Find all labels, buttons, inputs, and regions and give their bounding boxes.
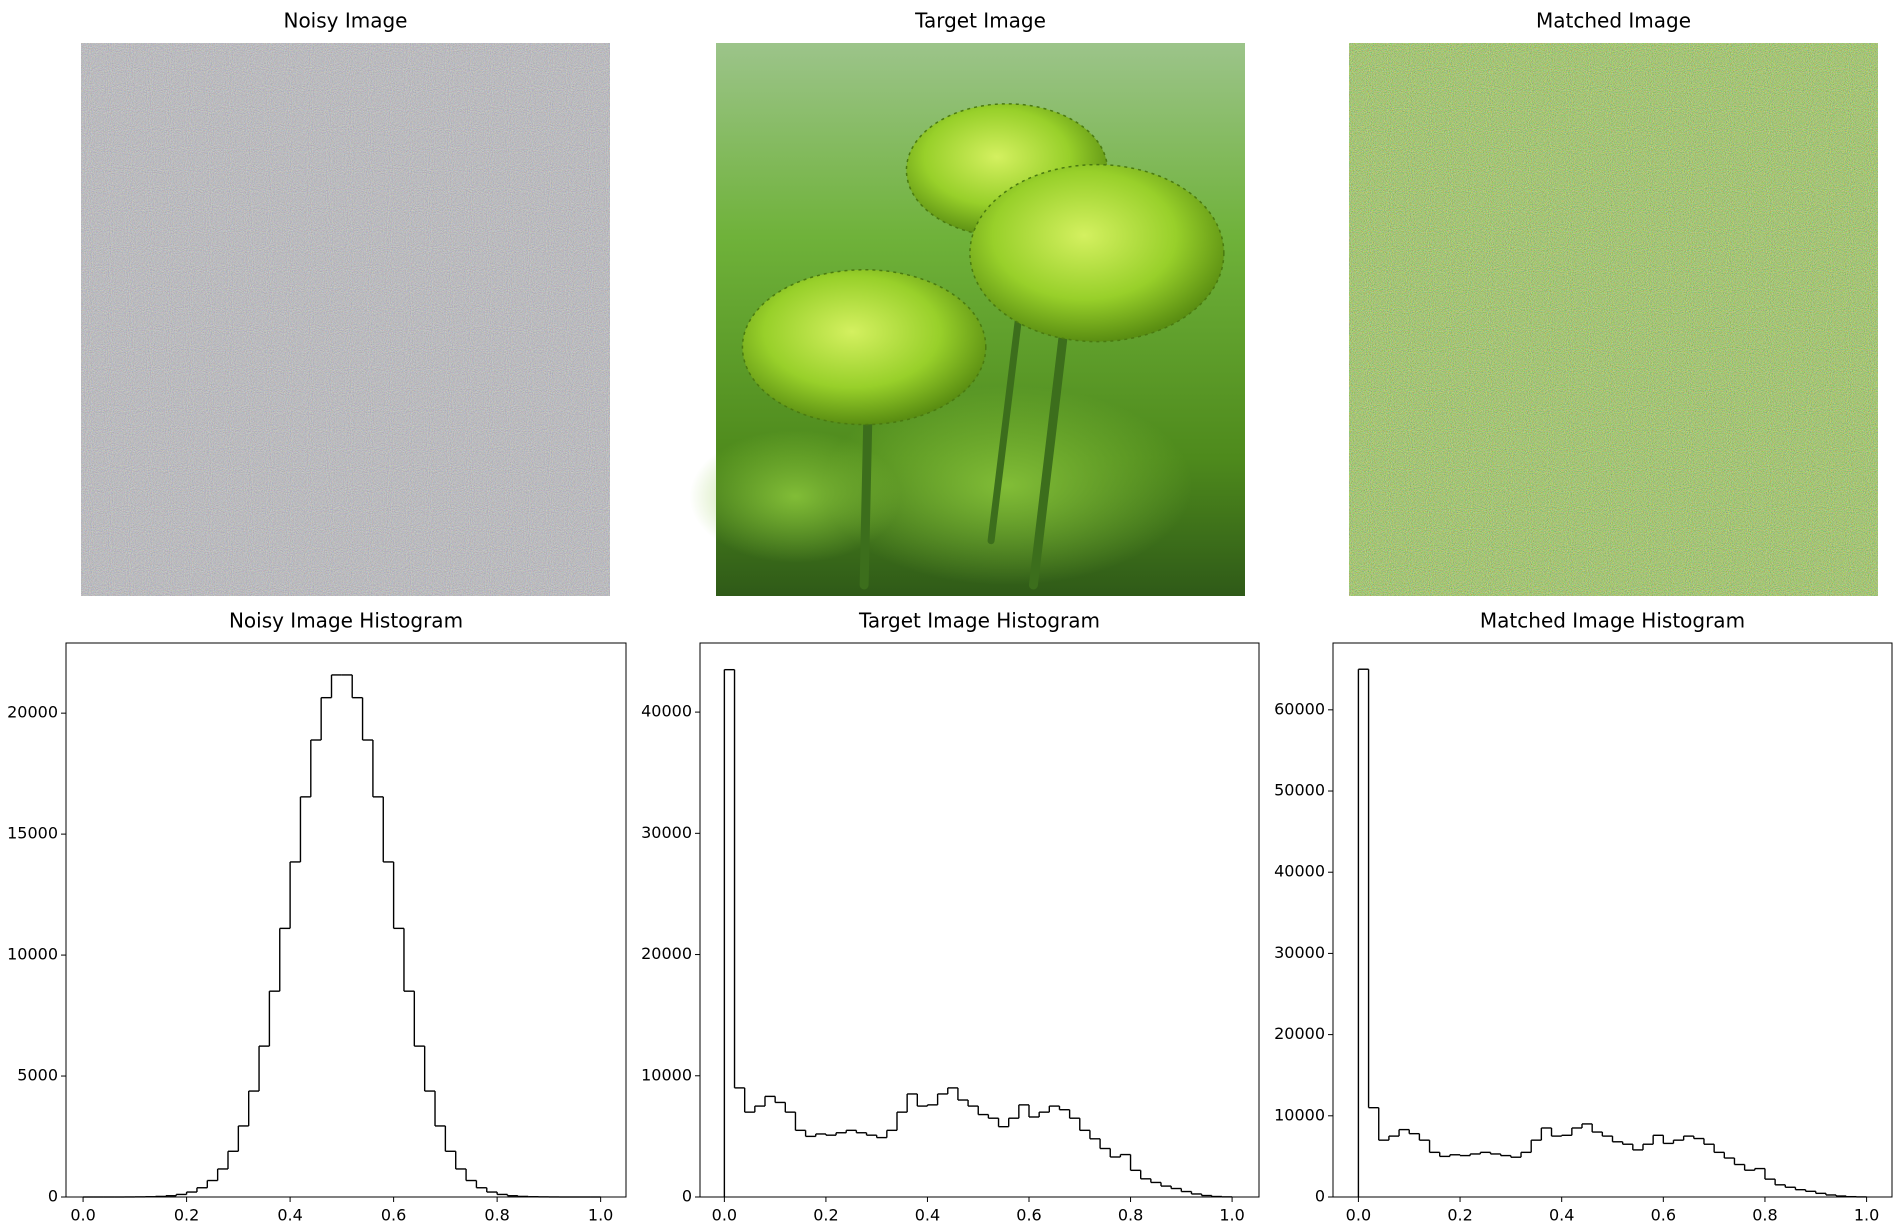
x-tick-label: 0.4 xyxy=(1549,1206,1574,1225)
y-tick-label: 20000 xyxy=(1274,1024,1325,1043)
x-tick-label: 0.8 xyxy=(1118,1206,1143,1225)
y-tick-label: 10000 xyxy=(7,945,58,964)
x-tick-label: 0.8 xyxy=(484,1206,509,1225)
x-tick-label: 1.0 xyxy=(1219,1206,1244,1225)
chart-title: Target Image Histogram xyxy=(858,609,1100,633)
axes-frame xyxy=(65,642,627,1198)
axes-frame xyxy=(1332,642,1893,1198)
y-tick-label: 5000 xyxy=(17,1066,58,1085)
x-tick-label: 0.0 xyxy=(70,1206,95,1225)
y-tick-label: 10000 xyxy=(641,1065,692,1084)
axes-frame xyxy=(699,642,1260,1198)
y-tick-label: 30000 xyxy=(641,823,692,842)
image-title: Noisy Image xyxy=(283,9,407,33)
image xyxy=(689,43,1245,596)
x-tick-label: 0.4 xyxy=(915,1206,940,1225)
flower-head xyxy=(969,163,1225,343)
y-tick-label: 20000 xyxy=(7,703,58,722)
y-tick-label: 20000 xyxy=(641,944,692,963)
y-tick-label: 0 xyxy=(1315,1187,1325,1206)
chart-title: Matched Image Histogram xyxy=(1480,609,1745,633)
image-title: Target Image xyxy=(914,9,1046,33)
x-tick-label: 1.0 xyxy=(1854,1206,1879,1225)
image xyxy=(81,43,610,596)
chart-title: Noisy Image Histogram xyxy=(229,609,463,633)
image-title: Matched Image xyxy=(1536,9,1691,33)
x-tick-label: 0.6 xyxy=(1651,1206,1676,1225)
y-tick-label: 30000 xyxy=(1274,943,1325,962)
y-tick-label: 50000 xyxy=(1274,781,1325,800)
noise-image xyxy=(1349,43,1878,596)
x-tick-label: 0.2 xyxy=(1447,1206,1472,1225)
y-tick-label: 15000 xyxy=(7,824,58,843)
x-tick-label: 0.6 xyxy=(1016,1206,1041,1225)
x-tick-label: 0.8 xyxy=(1752,1206,1777,1225)
y-tick-label: 40000 xyxy=(641,702,692,721)
x-tick-label: 0.0 xyxy=(712,1206,737,1225)
noise-image xyxy=(81,43,610,596)
blurred-flower xyxy=(821,385,1193,585)
image xyxy=(1349,43,1878,596)
x-tick-label: 0.0 xyxy=(1346,1206,1371,1225)
stem xyxy=(1028,315,1070,590)
flower-head xyxy=(741,268,987,426)
y-tick-label: 0 xyxy=(682,1187,692,1206)
y-tick-label: 10000 xyxy=(1274,1105,1325,1124)
x-tick-label: 0.2 xyxy=(813,1206,838,1225)
x-tick-label: 0.2 xyxy=(174,1206,199,1225)
y-tick-label: 60000 xyxy=(1274,699,1325,718)
y-tick-label: 0 xyxy=(48,1187,58,1206)
x-tick-label: 0.4 xyxy=(277,1206,302,1225)
blurred-flower xyxy=(689,430,902,563)
x-tick-label: 0.6 xyxy=(381,1206,406,1225)
x-tick-label: 1.0 xyxy=(588,1206,613,1225)
y-tick-label: 40000 xyxy=(1274,862,1325,881)
